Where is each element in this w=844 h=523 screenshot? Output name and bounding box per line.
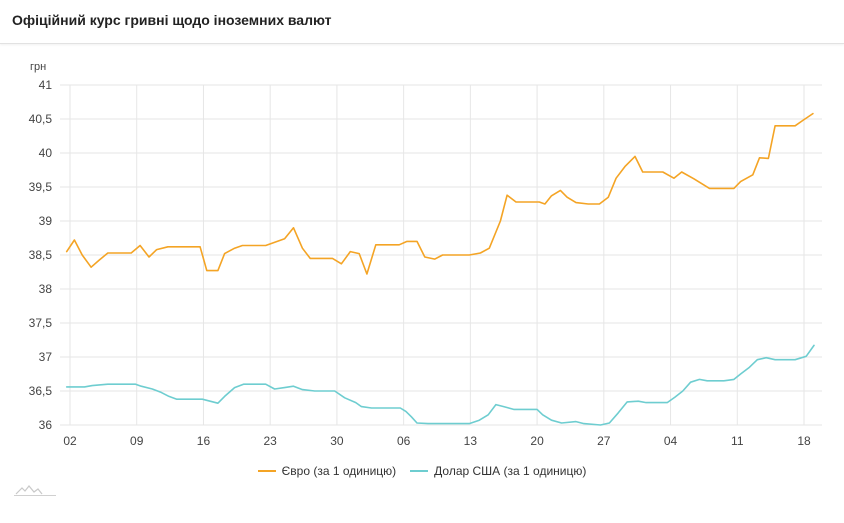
series-line-usd <box>65 344 815 426</box>
y-tick-label: 36,5 <box>29 384 53 398</box>
x-tick-label: 09 <box>130 434 144 448</box>
legend-item-euro[interactable]: Євро (за 1 одиницю) <box>257 464 397 478</box>
legend: Євро (за 1 одиницю) Долар США (за 1 один… <box>0 460 844 482</box>
series-line-euro <box>65 112 814 275</box>
y-tick-label: 37 <box>39 350 53 364</box>
y-tick-label: 38,5 <box>29 248 53 262</box>
y-tick-label: 40 <box>39 146 53 160</box>
chart-title: Офіційний курс гривні щодо іноземних вал… <box>12 12 332 28</box>
y-tick-label: 39,5 <box>29 180 53 194</box>
x-tick-label: 23 <box>264 434 278 448</box>
y-tick-label: 37,5 <box>29 316 53 330</box>
legend-item-usd[interactable]: Долар США (за 1 одиницю) <box>410 464 586 478</box>
x-tick-label: 11 <box>731 434 744 448</box>
x-tick-label: 30 <box>330 434 344 448</box>
legend-label-euro: Євро (за 1 одиницю) <box>281 464 397 478</box>
x-tick-label: 06 <box>397 434 411 448</box>
watermark-logo-icon <box>14 485 56 496</box>
y-tick-label: 39 <box>39 214 53 228</box>
chart-header: Офіційний курс гривні щодо іноземних вал… <box>0 0 844 44</box>
y-axis-unit-label: грн <box>30 61 46 73</box>
legend-label-usd: Долар США (за 1 одиницю) <box>434 464 587 478</box>
y-tick-label: 41 <box>39 78 53 92</box>
y-tick-label: 40,5 <box>29 112 53 126</box>
x-tick-label: 18 <box>797 434 811 448</box>
y-tick-label: 38 <box>39 282 53 296</box>
x-tick-label: 20 <box>530 434 544 448</box>
legend-swatch-euro <box>257 470 276 472</box>
x-tick-label: 04 <box>664 434 678 448</box>
x-tick-label: 02 <box>63 434 77 448</box>
x-tick-label: 16 <box>197 434 211 448</box>
legend-swatch-usd <box>410 470 429 472</box>
y-tick-label: 36 <box>39 418 53 432</box>
x-tick-label: 27 <box>597 434 611 448</box>
x-tick-label: 13 <box>464 434 478 448</box>
